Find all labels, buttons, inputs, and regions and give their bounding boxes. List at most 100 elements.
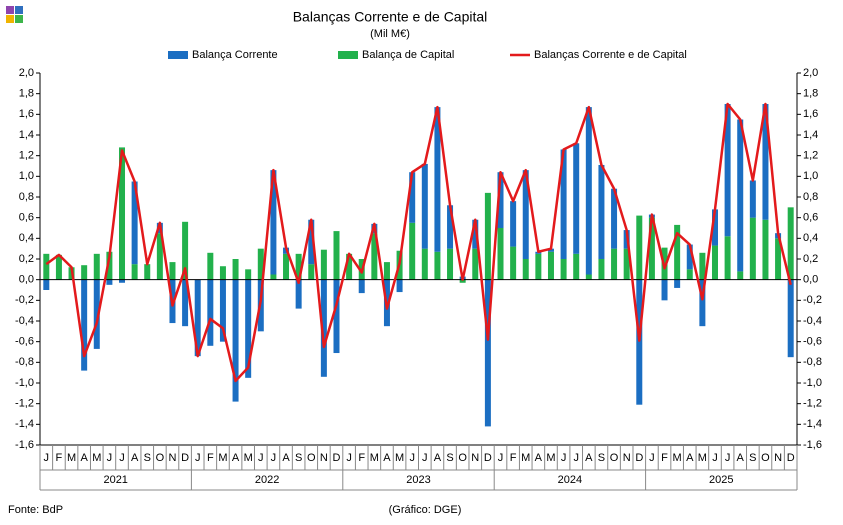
y-tick-label: -0,6 (15, 336, 34, 348)
bar (434, 251, 441, 280)
x-tick-label: M (698, 452, 707, 464)
bar (447, 248, 454, 280)
x-tick-label: F (56, 452, 63, 464)
x-tick-label: A (383, 452, 391, 464)
x-tick-label: A (282, 452, 290, 464)
chart-subtitle: (Mil M€) (370, 28, 410, 40)
bar (409, 222, 416, 280)
y-tick-label: -1,6 (15, 439, 34, 451)
bar (611, 248, 618, 280)
x-tick-label: J (409, 452, 415, 464)
x-tick-label: M (92, 452, 101, 464)
bar (131, 181, 138, 265)
x-tick-label: F (510, 452, 517, 464)
x-tick-label: F (358, 452, 365, 464)
bar (320, 249, 327, 280)
bar (308, 219, 315, 265)
bar (182, 221, 189, 280)
x-tick-label: J (107, 452, 113, 464)
x-tick-label: O (761, 452, 770, 464)
y2-tick-label: 0,8 (803, 191, 818, 203)
bar (207, 252, 214, 280)
y-tick-label: -1,4 (15, 418, 34, 430)
y-tick-label: 0,2 (19, 253, 34, 265)
bar (43, 279, 50, 290)
logo-square (15, 15, 23, 23)
x-tick-label: J (649, 452, 655, 464)
bar (787, 279, 794, 358)
bar (106, 251, 113, 280)
x-tick-label: M (546, 452, 555, 464)
bar (409, 172, 416, 223)
y-tick-label: -1,2 (15, 398, 34, 410)
bar (611, 188, 618, 249)
x-tick-label: N (320, 452, 328, 464)
bar (636, 215, 643, 280)
x-tick-label: A (686, 452, 694, 464)
x-tick-label: J (422, 452, 428, 464)
bar (144, 264, 151, 280)
credit: (Gráfico: DGE) (389, 504, 462, 516)
year-label: 2024 (558, 474, 582, 486)
year-label: 2023 (406, 474, 430, 486)
bar (749, 180, 756, 218)
y2-tick-label: 2,0 (803, 67, 818, 79)
x-tick-label: A (131, 452, 139, 464)
bar (762, 219, 769, 280)
y2-tick-label: 0,0 (803, 274, 818, 286)
bar (547, 248, 554, 252)
bar (245, 279, 252, 378)
y-tick-label: 2,0 (19, 67, 34, 79)
bar (295, 253, 302, 280)
x-tick-label: S (295, 452, 302, 464)
x-tick-label: D (333, 452, 341, 464)
bar (93, 253, 100, 280)
bar (194, 279, 201, 357)
legend-label: Balanças Corrente e de Capital (534, 49, 687, 61)
bar (711, 245, 718, 280)
legend-swatch (168, 51, 188, 59)
bar (762, 104, 769, 220)
bar (371, 233, 378, 280)
x-tick-label: D (635, 452, 643, 464)
bar (358, 279, 365, 294)
bar (81, 279, 88, 371)
y2-tick-label: -0,2 (803, 294, 822, 306)
x-tick-label: O (307, 452, 316, 464)
x-tick-label: M (218, 452, 227, 464)
x-tick-label: J (195, 452, 201, 464)
x-tick-label: D (181, 452, 189, 464)
bar (699, 279, 706, 327)
y2-tick-label: -0,6 (803, 336, 822, 348)
x-tick-label: S (446, 452, 453, 464)
y2-tick-label: -1,6 (803, 439, 822, 451)
x-tick-label: A (585, 452, 593, 464)
bar (232, 259, 239, 280)
x-tick-label: J (119, 452, 125, 464)
bar (219, 266, 226, 280)
bar (787, 207, 794, 280)
bar (333, 231, 340, 280)
y-tick-label: -0,4 (15, 315, 34, 327)
x-tick-label: J (712, 452, 718, 464)
x-tick-label: A (80, 452, 88, 464)
y-tick-label: -0,8 (15, 356, 34, 368)
bar (182, 279, 189, 327)
x-tick-label: M (370, 452, 379, 464)
year-label: 2021 (103, 474, 127, 486)
logo (6, 6, 23, 23)
y-tick-label: 1,6 (19, 108, 34, 120)
y-tick-label: -1,0 (15, 377, 34, 389)
bar (749, 217, 756, 280)
y-tick-label: -0,2 (15, 294, 34, 306)
x-tick-label: J (573, 452, 579, 464)
x-tick-label: S (144, 452, 151, 464)
bar (686, 244, 693, 270)
x-tick-label: N (774, 452, 782, 464)
x-tick-label: M (244, 452, 253, 464)
x-tick-label: A (434, 452, 442, 464)
bar (320, 279, 327, 377)
bar (686, 269, 693, 280)
bar (472, 248, 479, 280)
